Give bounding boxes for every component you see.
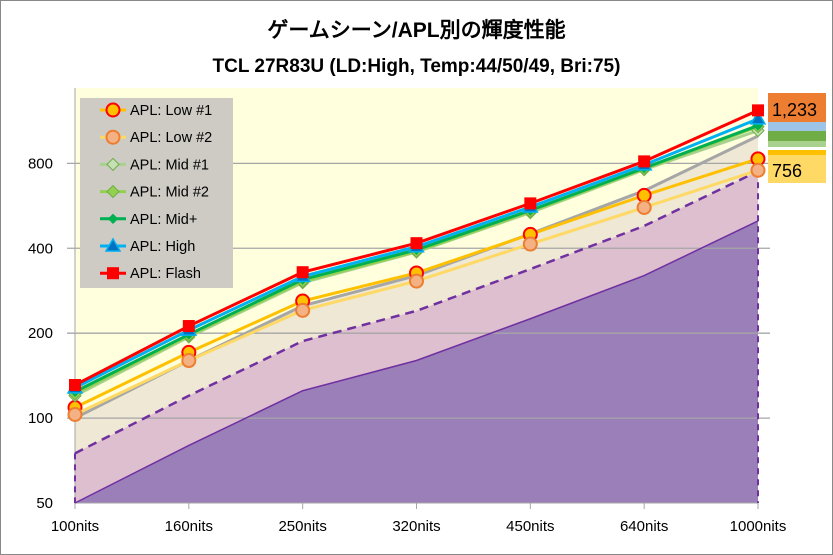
end-label-low2: 756 [772, 161, 802, 181]
legend-marker [106, 184, 120, 199]
y-tick-label: 800 [28, 155, 53, 172]
legend-label: APL: Mid #2 [130, 185, 209, 201]
data-point [410, 237, 423, 250]
data-point [296, 266, 309, 279]
x-tick-label: 250nits [278, 518, 326, 535]
x-tick-label: 100nits [51, 518, 99, 535]
data-point [67, 406, 83, 422]
reference-line-0.75 [74, 170, 759, 455]
chart-subtitle: TCL 27R83U (LD:High, Temp:44/50/49, Bri:… [212, 56, 621, 77]
data-point [409, 273, 424, 289]
legend-marker [106, 157, 120, 172]
legend-label: APL: High [130, 239, 195, 255]
data-point [181, 353, 197, 369]
legend-marker [107, 267, 119, 280]
data-point [750, 162, 766, 178]
x-tick-label: 160nits [165, 518, 213, 535]
series-apl-flash [69, 104, 764, 392]
x-tick-label: 320nits [392, 518, 440, 535]
x-tick-label: 640nits [620, 518, 668, 535]
data-point [638, 155, 651, 168]
data-point [295, 302, 311, 318]
end-label-box [768, 141, 826, 147]
legend-marker [107, 213, 119, 225]
data-point [636, 187, 652, 203]
reference-line-0.5 [74, 220, 759, 504]
end-label-box [768, 122, 826, 132]
x-tick-label: 450nits [506, 518, 554, 535]
legend-label: APL: Mid #1 [130, 157, 209, 173]
legend-marker [105, 102, 121, 118]
legend-label: APL: Flash [130, 266, 201, 282]
data-point [69, 379, 81, 392]
legend-marker [104, 237, 122, 252]
end-label-box [768, 93, 826, 123]
legend: APL: Low #1 APL: Low #2 APL: Mid #1 APL: Mi… [80, 98, 233, 288]
reference-area-0.5 [75, 220, 758, 503]
data-point [524, 197, 537, 210]
data-point [636, 199, 652, 215]
x-tick-label: 1000nits [730, 518, 787, 535]
legend-marker [105, 129, 121, 145]
y-tick-label: 200 [28, 325, 53, 342]
y-tick-label: 100 [28, 410, 53, 427]
data-point [752, 104, 764, 117]
data-point [749, 110, 767, 125]
end-label-box [768, 155, 826, 183]
legend-label: APL: Mid+ [130, 212, 197, 228]
y-tick-label: 50 [36, 495, 53, 512]
chart-title: ゲームシーン/APL別の輝度性能 [267, 19, 566, 42]
data-point [182, 320, 195, 333]
end-label-flash: 1,233 [772, 100, 817, 120]
y-tick-label: 400 [28, 240, 53, 257]
legend-label: APL: Low #2 [130, 130, 212, 146]
legend-label: APL: Low #1 [130, 103, 212, 119]
data-point [522, 236, 538, 252]
series-apl-low-2 [67, 162, 766, 422]
end-label-box [768, 131, 826, 141]
